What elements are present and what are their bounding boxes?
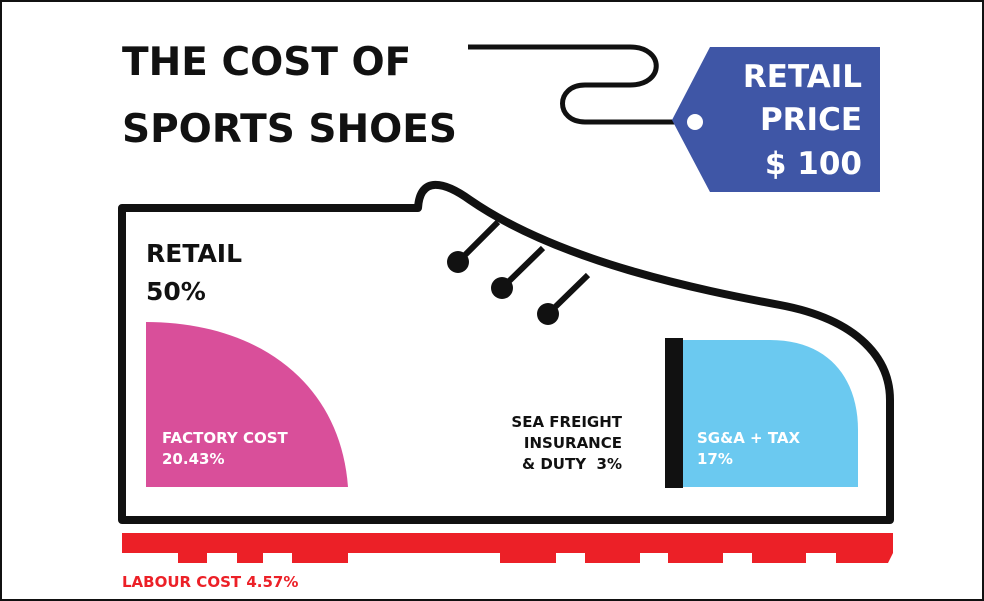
sga-shape xyxy=(683,340,858,487)
factory-cost-shape xyxy=(146,322,348,487)
price-tag xyxy=(672,47,880,192)
sga-share: 17% xyxy=(697,450,733,468)
labour-label: LABOUR COST 4.57% xyxy=(122,573,298,591)
title-line: THE COST OF xyxy=(122,40,411,85)
lace-dots xyxy=(447,251,559,325)
retail-share: 50% xyxy=(146,277,206,306)
tag-line: RETAIL xyxy=(743,59,862,95)
sga-label: SG&A + TAX xyxy=(697,429,800,447)
tag-line: $ 100 xyxy=(765,146,862,182)
tag-string xyxy=(468,44,695,125)
freight-line: INSURANCE xyxy=(524,434,622,452)
factory-label: FACTORY COST xyxy=(162,429,289,447)
tag-hole xyxy=(687,114,703,130)
sole xyxy=(122,533,893,563)
freight-line: SEA FREIGHT xyxy=(511,413,622,431)
factory-share: 20.43% xyxy=(162,450,224,468)
retail-label: RETAIL xyxy=(146,239,242,268)
tag-line: PRICE xyxy=(760,102,862,138)
title-line: SPORTS SHOES xyxy=(122,107,457,152)
freight-line: & DUTY 3% xyxy=(522,455,622,473)
freight-bar xyxy=(665,338,683,488)
